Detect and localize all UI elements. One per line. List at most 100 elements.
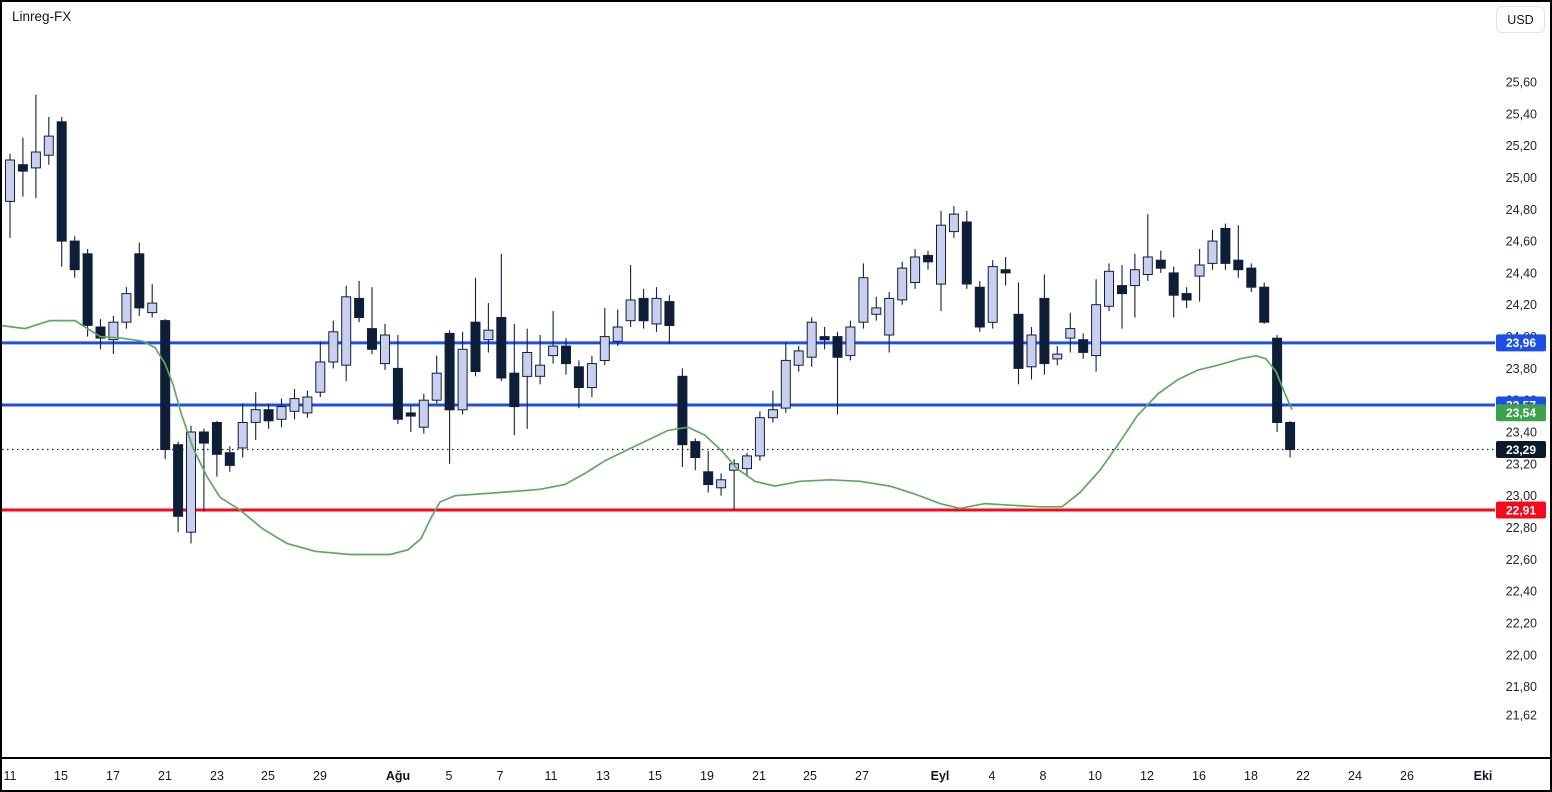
candle-up[interactable]: [910, 256, 921, 283]
x-axis-tick[interactable]: 5: [446, 769, 453, 783]
candle-down[interactable]: [367, 328, 377, 350]
x-axis-tick[interactable]: 25: [261, 769, 275, 783]
candle-down[interactable]: [638, 297, 649, 322]
x-axis-tick[interactable]: 21: [752, 769, 766, 783]
candle-up[interactable]: [729, 463, 740, 471]
candle-down[interactable]: [677, 375, 688, 446]
candle-down[interactable]: [444, 332, 455, 411]
x-axis-tick[interactable]: 15: [648, 769, 662, 783]
candle-down[interactable]: [1246, 267, 1257, 288]
candle-up[interactable]: [535, 364, 546, 377]
candle-down[interactable]: [961, 221, 972, 285]
candle-down[interactable]: [1013, 313, 1024, 369]
candle-down[interactable]: [1272, 337, 1283, 424]
candle-up[interactable]: [599, 336, 610, 362]
candle-up[interactable]: [897, 267, 908, 301]
candle-down[interactable]: [1285, 422, 1296, 450]
candle-up[interactable]: [289, 398, 300, 412]
candle-down[interactable]: [1039, 297, 1050, 365]
candle-up[interactable]: [767, 409, 778, 419]
x-axis-tick[interactable]: 10: [1088, 769, 1102, 783]
x-axis-tick[interactable]: 24: [1348, 769, 1362, 783]
candle-down[interactable]: [923, 254, 933, 263]
candle-down[interactable]: [819, 336, 830, 341]
candle-down[interactable]: [17, 164, 28, 172]
candle-up[interactable]: [1065, 328, 1076, 339]
x-axis-tick[interactable]: 7: [497, 769, 504, 783]
candle-up[interactable]: [871, 307, 882, 315]
candle-up[interactable]: [780, 359, 791, 409]
candle-up[interactable]: [30, 151, 41, 169]
candle-up[interactable]: [987, 266, 998, 323]
candle-up[interactable]: [341, 296, 352, 366]
candle-up[interactable]: [858, 277, 869, 323]
candle-down[interactable]: [392, 367, 403, 420]
candle-up[interactable]: [276, 406, 287, 420]
x-axis-tick[interactable]: Ağu: [386, 769, 410, 783]
candle-down[interactable]: [56, 121, 67, 242]
x-axis-tick[interactable]: 21: [158, 769, 172, 783]
candle-down[interactable]: [263, 409, 274, 422]
candle-down[interactable]: [561, 345, 571, 365]
candle-down[interactable]: [160, 320, 171, 450]
candle-up[interactable]: [742, 455, 752, 470]
candle-up[interactable]: [1194, 264, 1205, 277]
candle-up[interactable]: [315, 361, 326, 393]
candle-up[interactable]: [302, 396, 313, 414]
candle-up[interactable]: [806, 321, 817, 358]
candle-up[interactable]: [380, 334, 390, 365]
candle-down[interactable]: [1155, 259, 1166, 269]
candle-down[interactable]: [690, 441, 701, 459]
candle-up[interactable]: [716, 479, 727, 489]
candle-up[interactable]: [845, 326, 856, 357]
x-axis-tick[interactable]: 4: [989, 769, 996, 783]
x-axis-tick[interactable]: 17: [106, 769, 120, 783]
linreg-indicator-line[interactable]: [0, 319, 1293, 556]
candle-up[interactable]: [121, 293, 132, 323]
x-axis-tick[interactable]: 11: [4, 769, 17, 783]
currency-toggle-button[interactable]: USD: [1496, 6, 1545, 33]
candle-down[interactable]: [224, 452, 235, 466]
candle-up[interactable]: [250, 409, 261, 423]
candle-down[interactable]: [354, 297, 365, 318]
candle-up[interactable]: [612, 326, 623, 342]
x-axis-tick[interactable]: 26: [1400, 769, 1414, 783]
candle-up[interactable]: [548, 345, 559, 357]
x-axis-tick[interactable]: Eyl: [931, 769, 950, 783]
candle-up[interactable]: [457, 348, 468, 411]
candle-up[interactable]: [108, 321, 119, 341]
candle-down[interactable]: [1181, 293, 1192, 301]
x-axis-tick[interactable]: 18: [1244, 769, 1258, 783]
x-axis-tick[interactable]: 25: [803, 769, 817, 783]
candle-down[interactable]: [198, 431, 209, 444]
candle-up[interactable]: [793, 350, 804, 366]
candle-down[interactable]: [703, 471, 714, 485]
candle-down[interactable]: [664, 301, 675, 327]
candle-down[interactable]: [496, 317, 507, 379]
candle-down[interactable]: [1168, 272, 1179, 296]
candle-up[interactable]: [651, 297, 662, 325]
x-axis-tick[interactable]: Eki: [1474, 769, 1493, 783]
candle-down[interactable]: [509, 372, 520, 408]
candle-up[interactable]: [586, 363, 597, 389]
candle-down[interactable]: [1233, 259, 1244, 271]
candle-up[interactable]: [1207, 240, 1218, 264]
candle-up[interactable]: [147, 302, 158, 314]
candle-down[interactable]: [1220, 227, 1231, 264]
candle-down[interactable]: [173, 444, 184, 517]
candle-up[interactable]: [936, 224, 946, 285]
candle-up[interactable]: [418, 399, 429, 428]
candle-up[interactable]: [884, 297, 895, 336]
candle-down[interactable]: [134, 253, 145, 309]
candle-up[interactable]: [1052, 353, 1063, 360]
candle-down[interactable]: [82, 253, 93, 326]
candle-up[interactable]: [431, 372, 442, 401]
candle-down[interactable]: [211, 422, 222, 455]
candle-down[interactable]: [95, 326, 106, 339]
x-axis-tick[interactable]: 16: [1192, 769, 1206, 783]
candle-down[interactable]: [1117, 285, 1127, 295]
x-axis-tick[interactable]: 27: [855, 769, 869, 783]
candle-down[interactable]: [69, 240, 80, 271]
candle-up[interactable]: [522, 352, 533, 377]
